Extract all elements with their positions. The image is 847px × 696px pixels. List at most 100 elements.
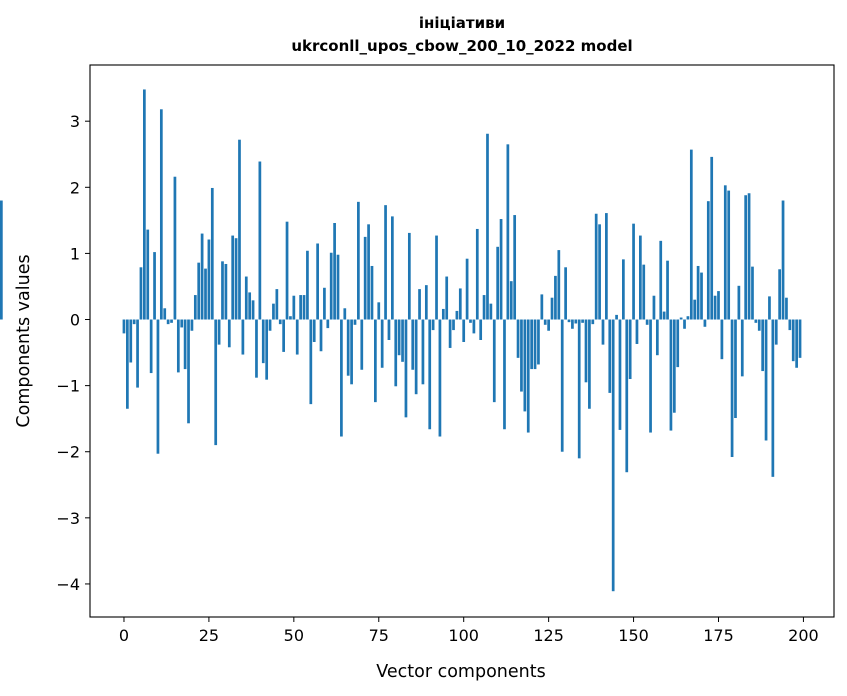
bar-119 <box>526 319 530 433</box>
bar-60 <box>326 319 330 329</box>
bar-36 <box>244 276 248 320</box>
bar-19 <box>187 319 190 424</box>
bar-20 <box>190 319 194 331</box>
bar-118 <box>523 319 527 412</box>
y-tick-label: 3 <box>70 112 80 131</box>
bar-163 <box>676 319 680 368</box>
bar-71 <box>363 236 367 320</box>
bar-189 <box>764 319 768 441</box>
bar-156 <box>652 295 656 320</box>
bar-158 <box>659 240 663 320</box>
bar-79 <box>391 216 394 320</box>
bar-162 <box>672 319 676 413</box>
bar-39 <box>255 319 258 378</box>
bar-63 <box>336 254 340 320</box>
bar-17 <box>180 319 184 328</box>
bar-81 <box>397 319 401 356</box>
bar-146 <box>618 319 622 430</box>
bar-59 <box>323 287 326 320</box>
bar-78 <box>387 319 391 340</box>
bar-197 <box>791 319 795 362</box>
bar-116 <box>516 319 520 358</box>
bar-25 <box>207 239 211 320</box>
bar-194 <box>781 200 785 320</box>
bar-137 <box>588 319 591 409</box>
y-tick-label: 1 <box>70 244 80 263</box>
bar-193 <box>778 269 781 320</box>
bar-199 <box>798 319 802 358</box>
bar-6 <box>143 89 146 320</box>
bar-112 <box>503 319 506 430</box>
plot-frame <box>89 64 835 618</box>
bar-87 <box>418 289 421 320</box>
bar-3 <box>132 319 136 325</box>
bar-172 <box>706 201 710 320</box>
bar-44 <box>272 303 275 320</box>
bar-143 <box>608 319 612 393</box>
bar-91 <box>431 319 435 331</box>
bar-196 <box>788 319 792 331</box>
bar-67 <box>350 319 353 385</box>
bar-103 <box>472 319 476 334</box>
x-axis: 0 25 50 75 100 125 150 175 200 <box>119 617 819 645</box>
bar-53 <box>302 295 306 320</box>
bar-30 <box>224 263 228 320</box>
bar-61 <box>329 252 333 320</box>
bar-4 <box>136 319 139 388</box>
bar-107 <box>486 133 489 320</box>
bar-160 <box>666 260 669 320</box>
bar-58 <box>319 319 323 352</box>
bar-117 <box>520 319 523 392</box>
bar-136 <box>584 319 588 383</box>
bar-131 <box>567 319 571 323</box>
bar-82 <box>401 319 404 362</box>
bar-200 <box>0 200 3 320</box>
y-tick-label: −4 <box>56 575 80 594</box>
bar-178 <box>727 190 731 320</box>
bar-68 <box>353 319 357 325</box>
bar-45 <box>275 289 279 320</box>
bar-93 <box>438 319 442 437</box>
bar-85 <box>411 319 415 370</box>
bar-73 <box>370 265 374 320</box>
bar-154 <box>645 319 649 325</box>
bar-188 <box>761 319 765 372</box>
bar-140 <box>598 224 601 320</box>
bar-54 <box>306 250 309 320</box>
bar-26 <box>210 187 214 320</box>
bar-72 <box>367 224 370 320</box>
bar-191 <box>771 319 775 477</box>
bar-88 <box>421 319 425 385</box>
bar-150 <box>632 223 635 320</box>
bar-106 <box>482 295 486 320</box>
bar-98 <box>455 310 459 320</box>
bar-184 <box>747 193 751 320</box>
bar-2 <box>129 319 133 363</box>
bar-148 <box>625 319 629 473</box>
bar-128 <box>557 250 561 320</box>
bar-51 <box>295 319 299 355</box>
bar-8 <box>149 319 153 374</box>
bar-13 <box>166 319 170 325</box>
bar-110 <box>496 246 500 320</box>
bar-35 <box>241 319 245 355</box>
bar-149 <box>628 319 632 380</box>
x-tick-label: 50 <box>284 626 304 645</box>
y-tick-label: −1 <box>56 377 80 396</box>
bar-10 <box>156 319 160 454</box>
bar-195 <box>785 297 788 320</box>
bar-75 <box>377 302 381 320</box>
bar-31 <box>227 319 231 348</box>
y-axis-label: Components values <box>14 254 34 427</box>
bar-138 <box>591 319 595 325</box>
bar-57 <box>316 243 319 320</box>
bar-139 <box>594 213 598 320</box>
bar-92 <box>435 235 438 320</box>
x-tick-label: 25 <box>199 626 219 645</box>
bar-133 <box>574 319 578 324</box>
bar-84 <box>407 232 411 320</box>
bar-151 <box>635 319 639 344</box>
chart-title: ініціативи <box>419 14 505 32</box>
x-tick-label: 175 <box>703 626 734 645</box>
